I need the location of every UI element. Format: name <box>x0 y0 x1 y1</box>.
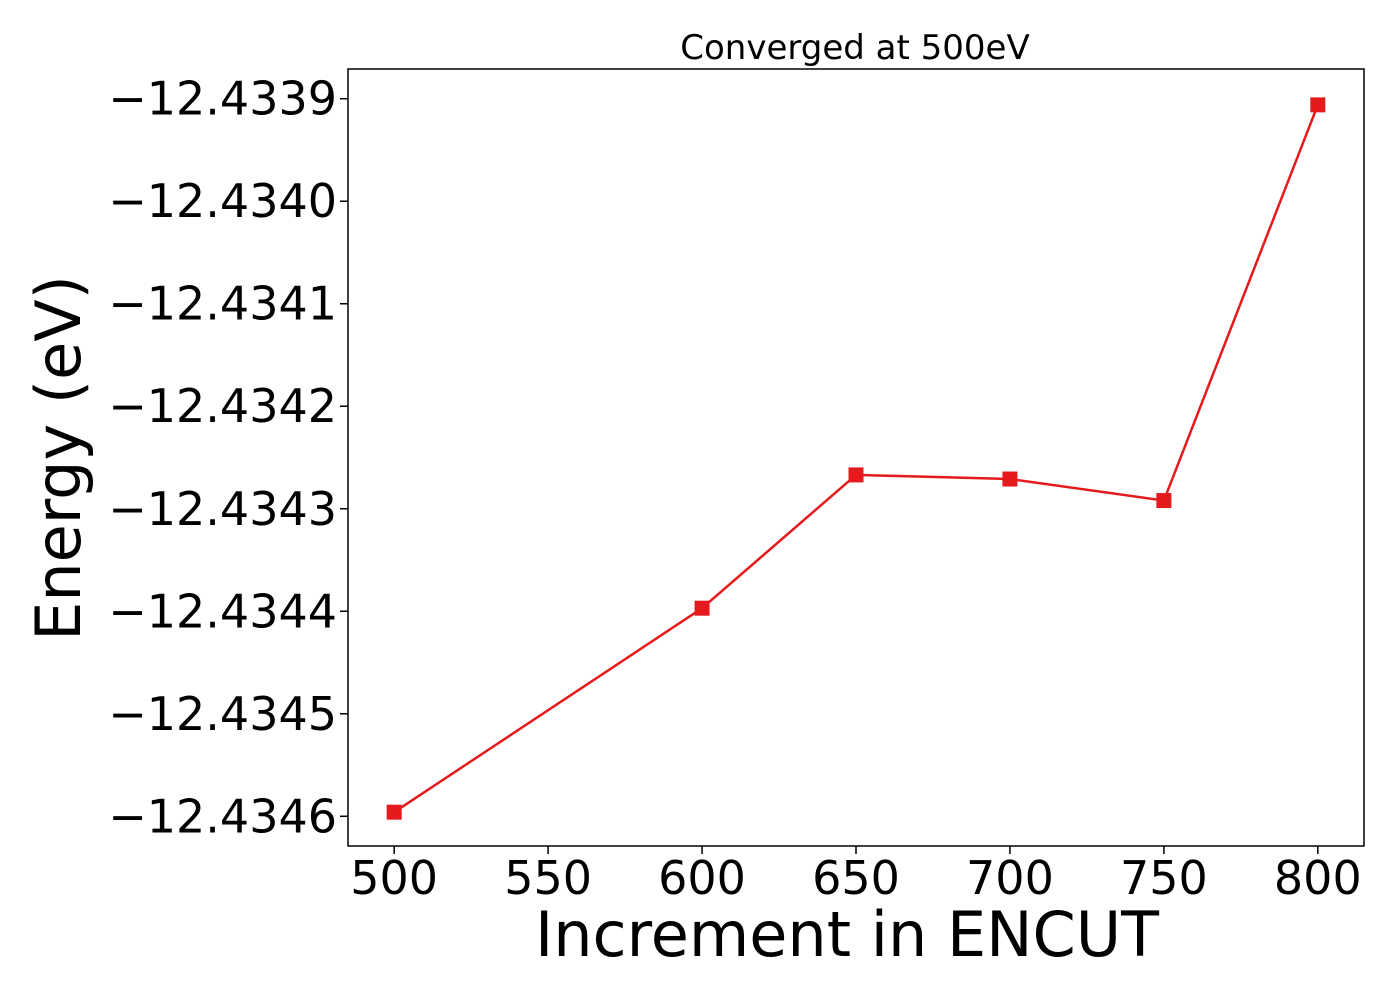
x-tick-label: 800 <box>1274 851 1362 905</box>
data-point-marker <box>1310 97 1326 113</box>
y-tick-label: −12.4344 <box>108 584 337 638</box>
data-point-marker <box>694 600 710 616</box>
y-tick-label: −12.4342 <box>108 379 337 433</box>
x-tick-label: 550 <box>504 851 592 905</box>
x-axis: 500 550 600 650 700 750 800 <box>350 846 1362 905</box>
y-tick-label: −12.4339 <box>108 72 337 126</box>
x-tick-label: 750 <box>1120 851 1208 905</box>
y-tick-label: −12.4345 <box>108 687 337 741</box>
y-tick-label: −12.4346 <box>108 789 337 843</box>
data-point-marker <box>848 467 864 483</box>
y-axis-title: Energy (eV) <box>22 275 95 641</box>
x-tick-label: 700 <box>966 851 1054 905</box>
x-axis-title: Increment in ENCUT <box>535 898 1160 971</box>
y-tick-label: −12.4343 <box>108 482 337 536</box>
x-tick-label: 600 <box>658 851 746 905</box>
series-layer <box>386 97 1326 820</box>
x-tick-label: 650 <box>812 851 900 905</box>
y-axis: −12.4346 −12.4345 −12.4344 −12.4343 −12.4342… <box>108 72 348 843</box>
data-point-marker <box>386 804 402 820</box>
data-point-marker <box>1156 493 1172 509</box>
chart-title: Converged at 500eV <box>680 28 1029 68</box>
series-line <box>393 104 1319 814</box>
x-tick-label: 500 <box>350 851 438 905</box>
data-point-marker <box>1002 471 1018 487</box>
y-tick-label: −12.4340 <box>108 174 337 228</box>
y-tick-label: −12.4341 <box>108 277 337 331</box>
